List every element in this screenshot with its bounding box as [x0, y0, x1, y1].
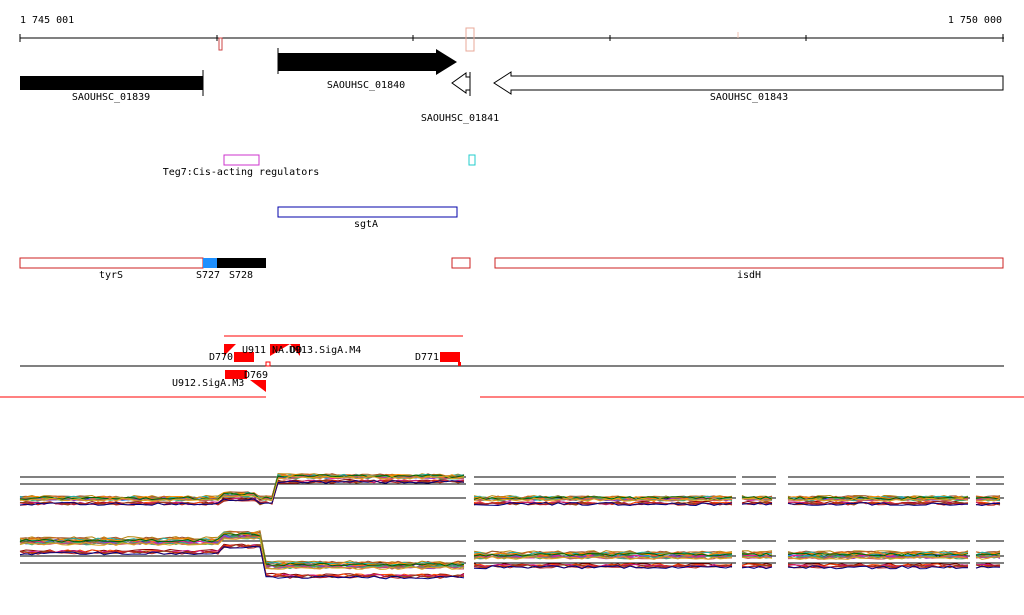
transcript-label: tyrS	[99, 270, 123, 281]
regulators-track: Teg7:Cis-acting regulators	[163, 154, 476, 178]
feature-mark	[290, 344, 300, 356]
feature-label: D769	[244, 370, 268, 381]
expression-profile-line	[975, 496, 1001, 500]
expression-profile-line	[741, 502, 773, 506]
expression-profile-line	[975, 495, 1001, 498]
srna-sgta[interactable]	[277, 206, 458, 218]
expression-profile-line	[787, 556, 969, 560]
gene-label: SAOUHSC_01843	[710, 92, 788, 103]
expression-profile-line	[473, 497, 733, 502]
expression-profile-line	[787, 502, 969, 506]
expression-profile-line	[19, 480, 465, 506]
regulator-feature[interactable]	[468, 154, 476, 166]
transcript-label: isdH	[737, 270, 761, 281]
expression-profile-line	[19, 532, 465, 567]
expression-panel-lower	[19, 530, 1004, 580]
expression-profile-line	[19, 544, 465, 578]
expression-profile-line	[19, 545, 465, 580]
ruler-start-label: 1 745 001	[20, 15, 74, 26]
expression-profile-line	[787, 563, 969, 568]
transcript-segment[interactable]	[451, 257, 471, 269]
expression-profile-line	[787, 552, 969, 556]
transcript-s727[interactable]	[203, 258, 217, 268]
features-track: U911 NA.DD U913.SigA.M4 D770 D771 D769 U…	[0, 335, 1024, 398]
srna-label: sgtA	[354, 219, 378, 230]
expression-profile-line	[19, 543, 465, 577]
feature-label: U912.SigA.M3	[172, 378, 244, 389]
feature-d771[interactable]	[440, 352, 460, 362]
expression-profile-line	[473, 552, 733, 557]
expression-profile-line	[473, 502, 733, 507]
gene-saouhsc-01843[interactable]	[493, 71, 1004, 95]
expression-profile-line	[787, 497, 969, 502]
feature-label: U913.SigA.M4	[289, 345, 361, 356]
expression-profile-line	[473, 565, 733, 570]
gene-label: SAOUHSC_01839	[72, 92, 150, 103]
feature-label: NA.DD	[272, 345, 302, 356]
expression-profile-line	[787, 565, 968, 570]
expression-profile-line	[473, 555, 733, 560]
transcript-s728[interactable]	[217, 258, 266, 268]
expression-profile-line	[787, 552, 969, 557]
expression-profile-line	[473, 555, 733, 560]
genes-track: SAOUHSC_01839 SAOUHSC_01840 SAOUHSC_0184…	[20, 48, 1004, 124]
expression-profile-line	[19, 475, 465, 502]
expression-profile-line	[975, 556, 1001, 560]
transcript-label: S727	[196, 270, 220, 281]
expression-profile-line	[473, 496, 733, 501]
transcript-tyrs[interactable]	[19, 257, 204, 269]
expression-panel-upper	[19, 473, 1004, 507]
feature-mark	[270, 344, 290, 356]
expression-profile-line	[741, 498, 773, 502]
ruler-marker	[465, 27, 475, 52]
expression-profile-line	[741, 496, 773, 500]
expression-profile-line	[975, 498, 1001, 502]
expression-profile-line	[19, 536, 465, 570]
gene-saouhsc-01839[interactable]	[20, 76, 203, 90]
gene-saouhsc-01841[interactable]	[451, 72, 471, 94]
expression-profile-line	[975, 502, 1001, 507]
expression-profile-line	[19, 544, 465, 578]
expression-profile-line	[741, 565, 773, 570]
operons-track: tyrS S727 S728 isdH	[19, 257, 1004, 281]
feature-mark	[224, 344, 236, 356]
expression-profile-line	[975, 552, 1001, 556]
feature-label: D771	[415, 352, 439, 363]
feature-mark	[250, 380, 266, 392]
ruler-end-label: 1 750 000	[948, 15, 1002, 26]
transcript-isdh[interactable]	[494, 257, 1004, 269]
feature-d770[interactable]	[234, 352, 254, 362]
expression-profile-line	[975, 565, 1001, 569]
ruler-marker	[218, 37, 223, 51]
expression-profile-line	[741, 556, 773, 560]
gene-label: SAOUHSC_01840	[327, 80, 405, 91]
feature-label: D770	[209, 352, 233, 363]
expression-profile-line	[975, 502, 1001, 506]
gene-label: SAOUHSC_01841	[421, 113, 499, 124]
regulator-label: Teg7:Cis-acting regulators	[163, 167, 320, 178]
regulator-feature[interactable]	[223, 154, 260, 166]
feature-u912[interactable]	[225, 370, 247, 379]
coordinate-ruler: 1 745 001 1 750 000	[19, 15, 1004, 52]
feature-label: U911	[242, 345, 266, 356]
transcript-label: S728	[229, 270, 253, 281]
expression-profile-line	[741, 552, 773, 557]
srna-track: sgtA	[277, 206, 458, 230]
gene-saouhsc-01840[interactable]	[278, 49, 457, 75]
